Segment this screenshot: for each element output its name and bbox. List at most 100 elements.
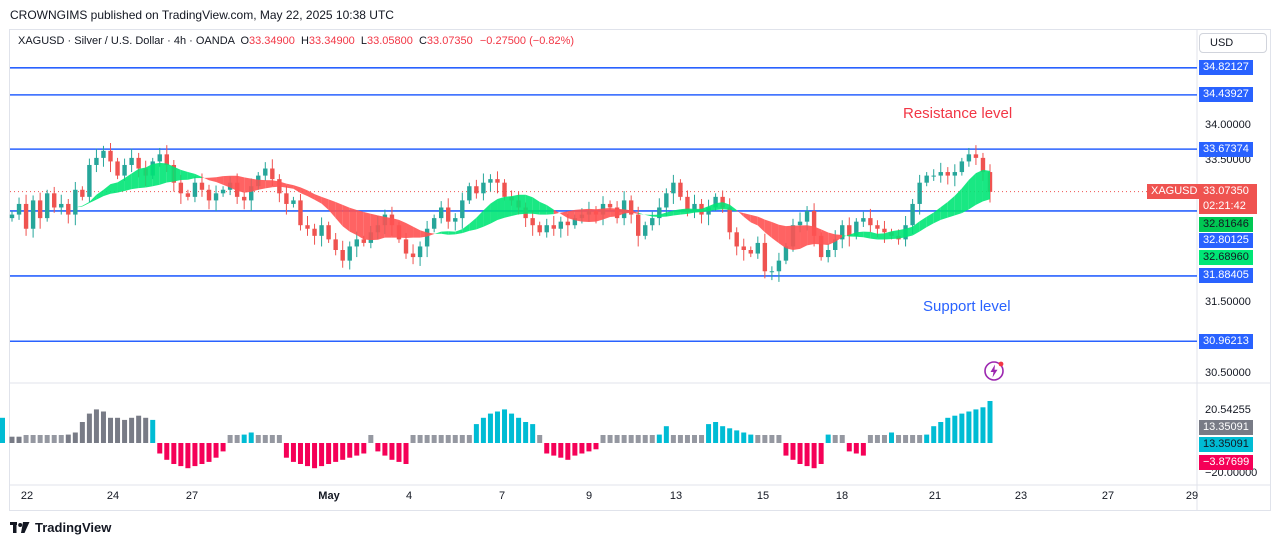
candle-body — [530, 218, 535, 226]
ma-band-segment — [483, 203, 491, 227]
ma-value-label: 32.81646 — [1199, 216, 1253, 232]
price-tick-label: 31.50000 — [1205, 296, 1251, 309]
ma-band-segment — [603, 207, 611, 220]
chart-frame — [9, 29, 1271, 511]
histogram-bar — [290, 443, 296, 462]
histogram-bar — [656, 434, 662, 443]
histogram-bar — [354, 443, 360, 456]
price-tick-label: 33.50000 — [1205, 154, 1251, 167]
histogram-bar — [635, 435, 641, 443]
ma-band-segment — [574, 209, 582, 222]
histogram-bar — [241, 434, 247, 443]
candle-body — [30, 200, 36, 229]
ma-band-segment — [687, 208, 695, 214]
candle-body — [952, 172, 958, 176]
candle-body — [854, 221, 859, 236]
candle-body — [460, 200, 465, 219]
ma-band-segment — [722, 202, 730, 210]
ma-band-segment — [244, 177, 252, 193]
histogram-bar — [502, 409, 508, 443]
candle-body — [558, 221, 564, 229]
candle-body — [973, 154, 979, 158]
ma-band-segment — [173, 166, 181, 182]
candle-body — [66, 203, 71, 215]
ma-band-segment — [258, 179, 266, 190]
candle-body — [664, 193, 669, 208]
symbol-line: XAGUSD · Silver / U.S. Dollar · 4h · OAN… — [18, 35, 235, 47]
ma-band-segment — [912, 221, 920, 236]
time-axis-label: 9 — [585, 490, 593, 502]
candle-body — [206, 189, 212, 201]
candle-body — [762, 242, 768, 272]
publisher-line: CROWNGIMS published on TradingView.com, … — [10, 8, 394, 22]
ma-band-segment — [736, 209, 744, 217]
ma-band-segment — [778, 224, 786, 249]
ma-band-segment — [314, 194, 322, 204]
histogram-bar — [804, 443, 810, 467]
candle-body — [178, 182, 184, 194]
ma-band-segment — [856, 231, 864, 238]
histogram-bar — [23, 435, 29, 443]
ma-band-segment — [750, 214, 758, 226]
oscillator-value-label: 13.35091 — [1199, 436, 1253, 452]
ma-band-segment — [842, 234, 850, 238]
ma-band-segment — [968, 173, 976, 210]
ma-band-segment — [680, 208, 688, 215]
ma-band-segment — [356, 210, 364, 240]
candle-body — [833, 239, 838, 250]
histogram-bar — [769, 435, 775, 443]
candle-body — [537, 225, 542, 233]
histogram-bar — [199, 443, 205, 464]
ma-band-segment — [595, 208, 604, 222]
candle-body — [657, 207, 662, 219]
ma-band-segment — [729, 204, 737, 212]
candle-body — [917, 182, 922, 204]
histogram-bar — [283, 443, 289, 458]
candle-body — [101, 150, 106, 158]
lightning-event-icon[interactable] — [983, 360, 1005, 387]
ma-band-segment — [525, 194, 533, 214]
ma-band-segment — [363, 211, 371, 241]
candle-body — [861, 218, 866, 222]
ma-band-segment — [413, 226, 421, 238]
ma-band-segment — [652, 214, 660, 217]
time-axis-label: 18 — [835, 490, 849, 502]
candle-body — [87, 164, 92, 197]
histogram-bar — [952, 415, 958, 443]
time-axis-label: 4 — [405, 490, 413, 502]
candle-body — [938, 172, 943, 176]
histogram-bar — [452, 435, 458, 443]
oscillator-tick-bottom: −20.00000 — [1205, 467, 1258, 479]
histogram-bar — [9, 436, 15, 443]
histogram-bar — [122, 419, 128, 443]
candle-body — [333, 239, 338, 250]
candle-body — [474, 186, 479, 194]
histogram-bar — [734, 430, 740, 443]
histogram-bar — [178, 443, 184, 467]
symbol-legend: XAGUSD · Silver / U.S. Dollar · 4h · OAN… — [18, 35, 574, 47]
candle-body — [424, 228, 430, 247]
currency-button[interactable]: USD — [1199, 33, 1267, 53]
ma-band-segment — [490, 198, 498, 224]
ma-band-segment — [384, 216, 392, 238]
ma-band-segment — [870, 231, 878, 240]
candle-body — [875, 225, 880, 229]
ma-band-segment — [617, 208, 625, 217]
ma-band-segment — [982, 169, 990, 202]
resistance-annotation: Resistance level — [903, 105, 1013, 122]
open-value: 33.34900 — [249, 35, 295, 47]
histogram-bar — [649, 435, 655, 443]
candle-body — [804, 211, 810, 222]
histogram-bar — [867, 435, 873, 443]
histogram-bar — [312, 443, 318, 469]
candle-body — [453, 218, 458, 222]
ma-band-segment — [961, 179, 969, 214]
tradingview-footer[interactable]: TradingView — [10, 520, 111, 535]
close-key: C — [418, 35, 427, 47]
histogram-bar — [776, 435, 782, 443]
candle-body — [692, 203, 697, 212]
oscillator-tick-top: 20.54255 — [1205, 404, 1251, 416]
candle-body — [298, 200, 303, 226]
histogram-bar — [227, 435, 233, 443]
